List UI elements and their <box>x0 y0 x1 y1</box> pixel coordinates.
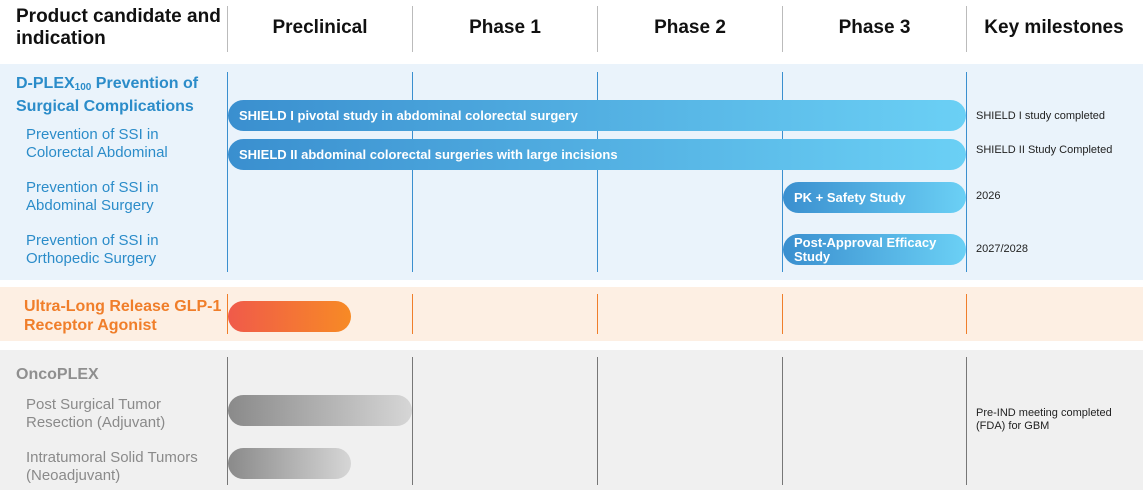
header-divider <box>782 6 783 52</box>
phase-divider <box>597 72 598 272</box>
header-product: Product candidate and indication <box>16 6 221 49</box>
milestone-text: Pre-IND meeting completed (FDA) for GBM <box>976 407 1112 432</box>
phase-divider <box>227 72 228 272</box>
pipeline-bar: Post-Approval Efficacy Study <box>783 234 966 265</box>
indication-label: Post Surgical Tumor Resection (Adjuvant) <box>26 396 166 431</box>
header-phase-2: Phase 2 <box>654 17 726 38</box>
phase-divider <box>412 357 413 485</box>
milestone-text: SHIELD II Study Completed <box>976 144 1113 156</box>
dplex-title-sub: 100 <box>74 82 92 93</box>
phase-divider <box>782 357 783 485</box>
phase-divider <box>412 294 413 334</box>
pipeline-bar: SHIELD II abdominal colorectal surgeries… <box>228 139 966 170</box>
pipeline-bar <box>228 395 412 426</box>
pipeline-bar <box>228 448 351 479</box>
header-divider <box>412 6 413 52</box>
indication-label: Prevention of SSI in Colorectal Abdomina… <box>26 126 168 161</box>
header-milestones: Key milestones <box>984 17 1124 38</box>
header-divider <box>597 6 598 52</box>
phase-divider <box>966 72 967 272</box>
pipeline-bar <box>228 301 351 332</box>
dplex-title-main: D-PLEX <box>16 75 75 92</box>
header-phase-preclinical: Preclinical <box>272 17 368 38</box>
oncoplex-band <box>0 350 1143 490</box>
phase-divider <box>412 72 413 272</box>
header-phase-1: Phase 1 <box>469 17 541 38</box>
header-divider <box>966 6 967 52</box>
header-phase-3: Phase 3 <box>838 17 911 38</box>
header-divider <box>227 6 228 52</box>
phase-divider <box>597 357 598 485</box>
pipeline-bar: SHIELD I pivotal study in abdominal colo… <box>228 100 966 131</box>
indication-label: Prevention of SSI in Orthopedic Surgery <box>26 232 159 267</box>
milestone-text: SHIELD I study completed <box>976 110 1106 122</box>
phase-divider <box>782 72 783 272</box>
indication-label: Prevention of SSI in Abdominal Surgery <box>26 179 159 214</box>
phase-divider <box>782 294 783 334</box>
milestone-text: 2026 <box>976 190 1001 202</box>
phase-divider <box>597 294 598 334</box>
dplex-title-rest: Prevention of Surgical Complications <box>16 75 199 115</box>
indication-label: Intratumoral Solid Tumors (Neoadjuvant) <box>26 449 198 484</box>
dplex-group-title: D-PLEX100 Prevention of Surgical Complic… <box>16 74 226 116</box>
pipeline-bar: PK + Safety Study <box>783 182 966 213</box>
phase-divider <box>966 357 967 485</box>
oncoplex-group-title: OncoPLEX <box>16 366 99 383</box>
glp1-band <box>0 287 1143 341</box>
milestone-text: 2027/2028 <box>976 243 1028 255</box>
phase-divider <box>227 357 228 485</box>
glp1-group-title: Ultra-Long Release GLP-1 Receptor Agonis… <box>24 298 222 334</box>
phase-divider <box>966 294 967 334</box>
phase-divider <box>227 294 228 334</box>
